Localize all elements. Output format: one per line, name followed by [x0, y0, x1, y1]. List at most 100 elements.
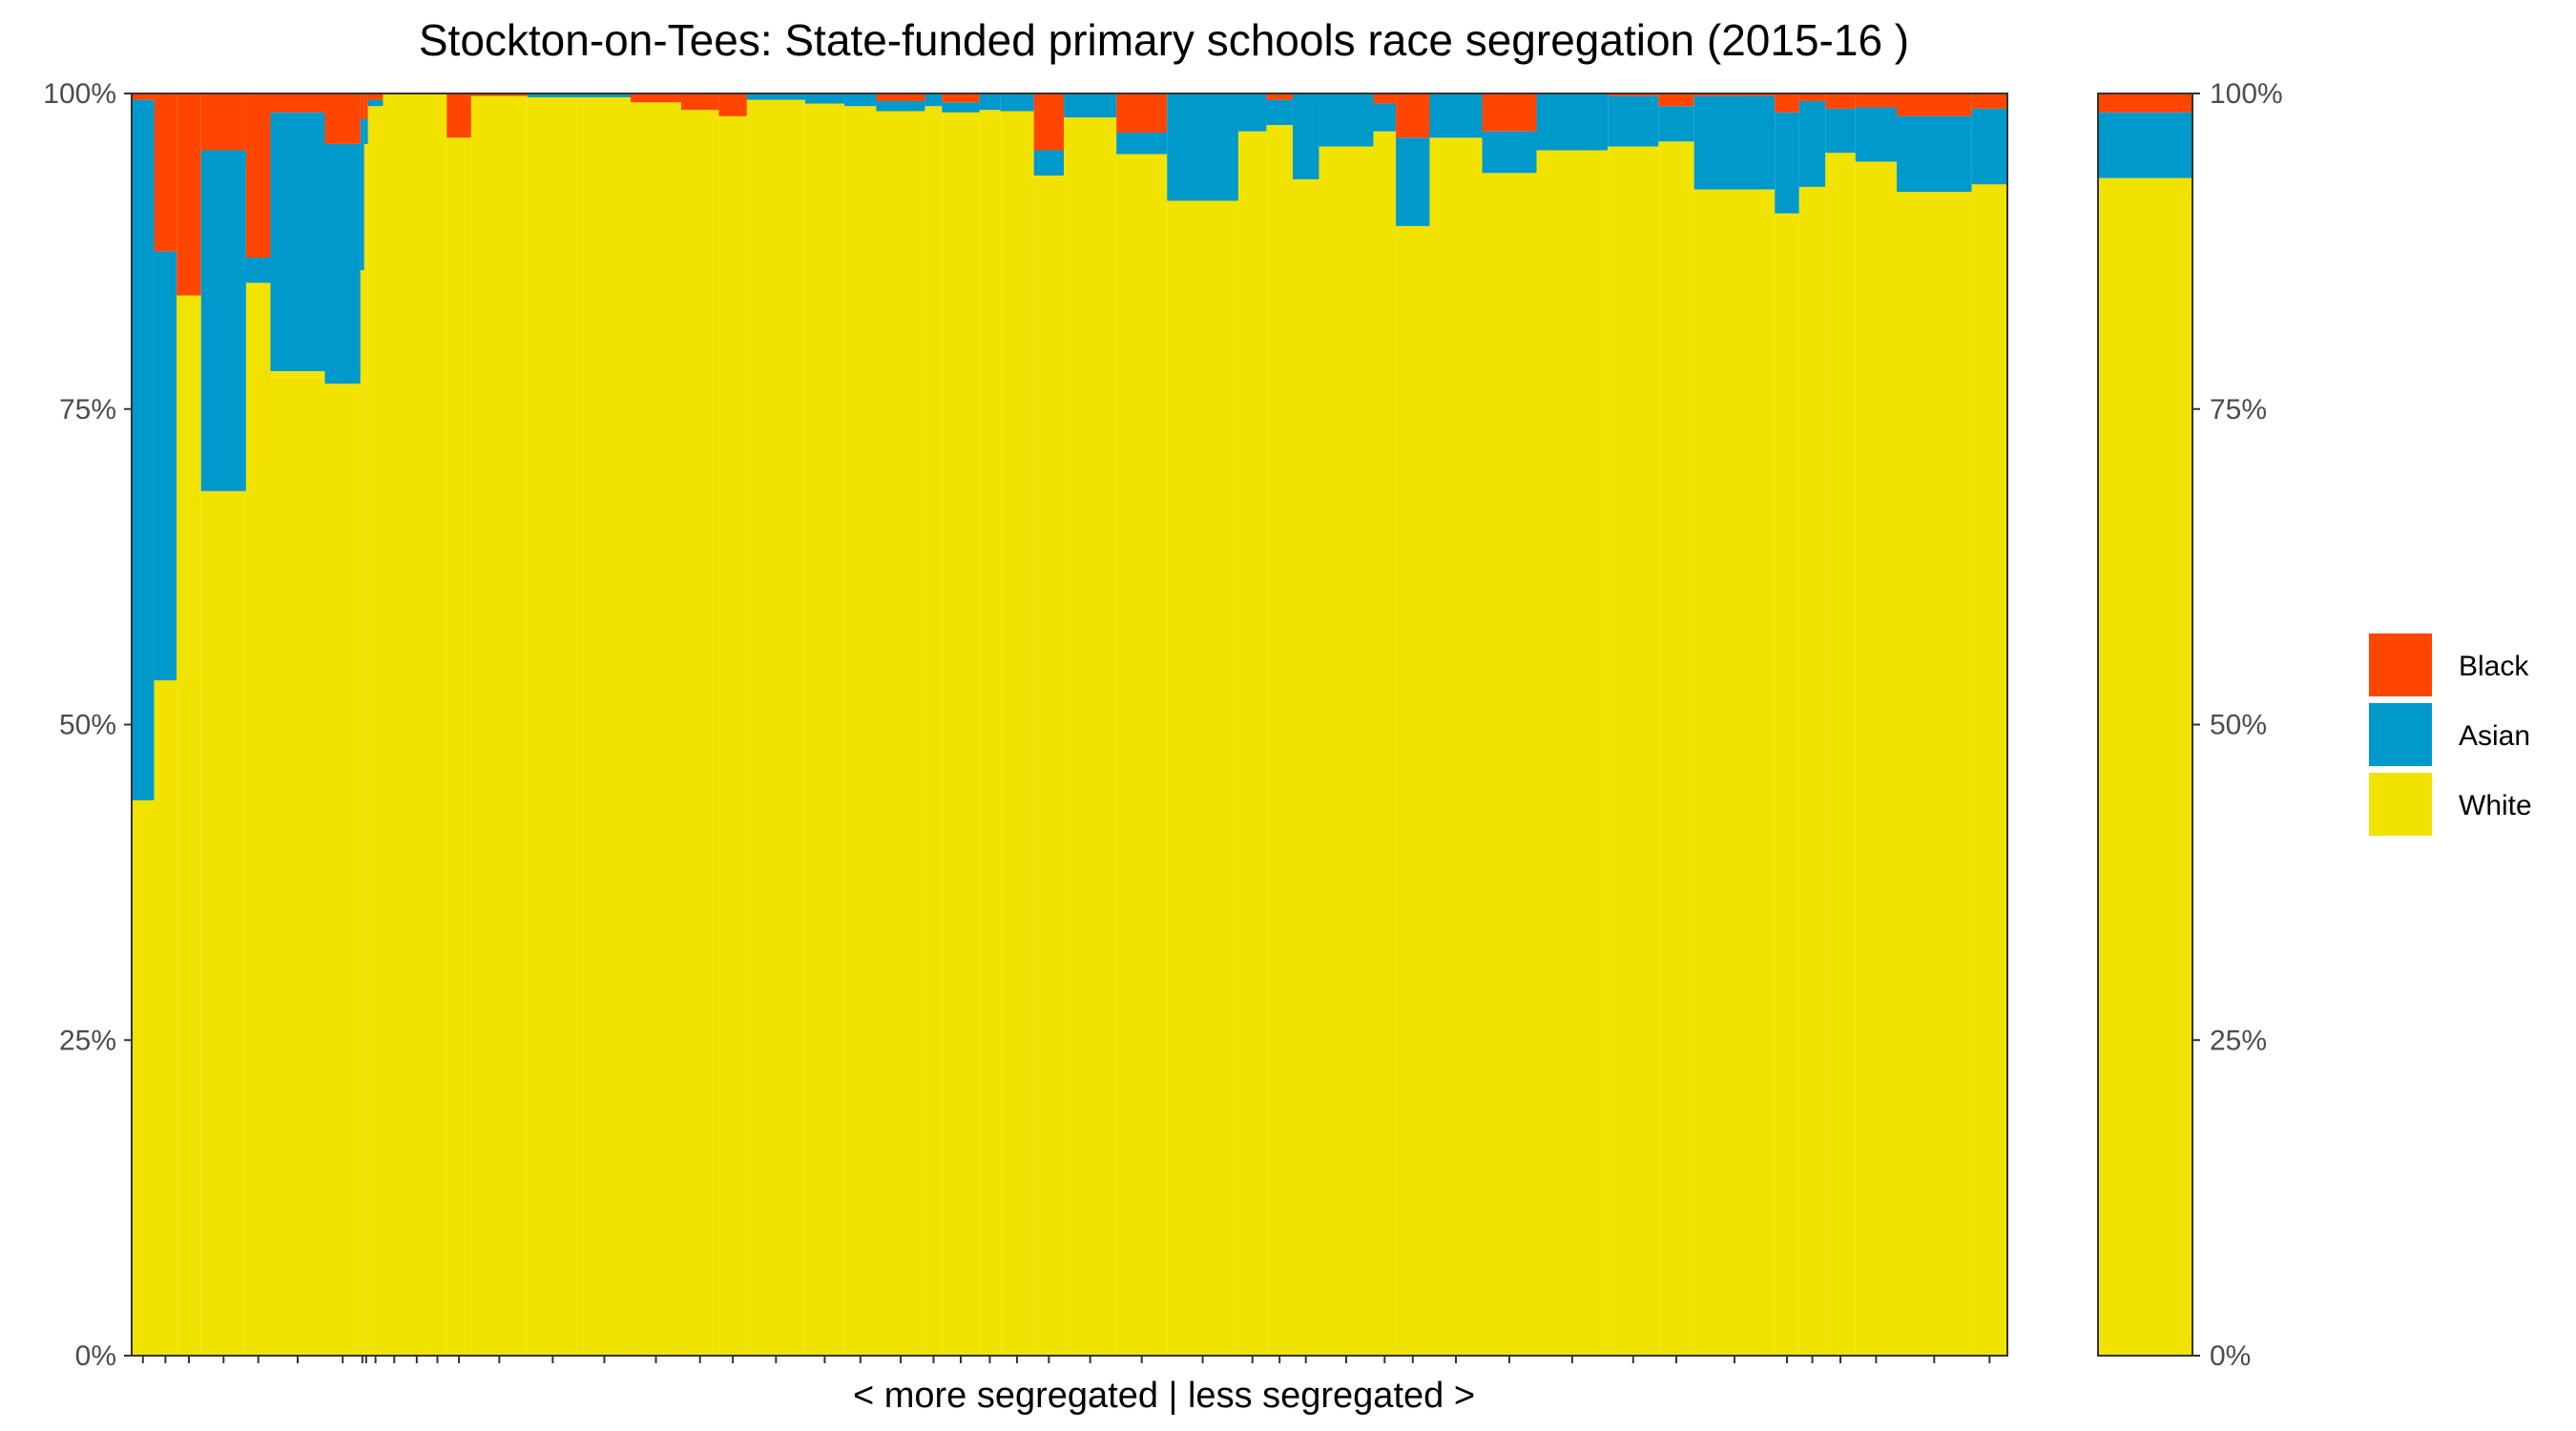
bar-segment-black-31 — [1116, 93, 1168, 134]
bar-segment-asian-37 — [1373, 103, 1397, 132]
bar-segment-white-14 — [447, 137, 471, 1356]
bar-segment-black-3 — [177, 93, 201, 296]
bar-segment-asian-36 — [1319, 93, 1374, 147]
bar-segment-white-15 — [470, 95, 528, 1356]
bar-segment-asian-39 — [1429, 93, 1483, 138]
bar-segment-asian-32 — [1167, 93, 1238, 201]
bar-segment-white-37 — [1373, 131, 1397, 1357]
bar-segment-white-18 — [630, 102, 682, 1356]
bar-segment-black-37 — [1373, 93, 1397, 104]
right-y-tick-label: 25% — [2210, 1025, 2267, 1056]
bar-segment-asian-10 — [367, 99, 384, 107]
bar-segment-white-9 — [364, 143, 368, 1356]
bar-segment-black-46 — [1798, 93, 1826, 101]
bar-segment-asian-47 — [1825, 108, 1856, 154]
bar-segment-white-39 — [1429, 137, 1483, 1356]
bar-segment-white-19 — [681, 110, 719, 1357]
bar-segment-asian-5 — [245, 257, 271, 283]
bar-segment-white-12 — [405, 93, 428, 1356]
bar-segment-white-16 — [527, 96, 578, 1357]
legend-swatch-black — [2369, 633, 2432, 696]
bar-segment-asian-45 — [1775, 112, 1799, 214]
x-axis-ticks — [141, 1356, 1991, 1363]
bar-segment-black-10 — [367, 93, 384, 100]
bar-segment-asian-28 — [1000, 93, 1034, 112]
bar-segment-black-50 — [1971, 93, 2007, 109]
bar-segment-white-50 — [1971, 184, 2007, 1356]
bar-segment-asian-29 — [1033, 150, 1065, 176]
chart-title: Stockton-on-Tees: State-funded primary s… — [419, 15, 1909, 65]
bar-segment-white-42 — [1608, 146, 1659, 1356]
bar-segment-asian-23 — [844, 93, 877, 107]
bar-segment-black-4 — [200, 93, 246, 151]
bar-segment-white-38 — [1396, 225, 1430, 1356]
bar-segment-asian-38 — [1396, 137, 1430, 226]
bar-segment-white-45 — [1775, 213, 1799, 1357]
bar-segment-asian-16 — [527, 93, 578, 97]
bar-segment-black-14 — [447, 93, 471, 138]
bar-segment-black-48 — [1855, 93, 1897, 108]
bar-segment-black-45 — [1775, 93, 1799, 113]
bar-segment-asian-34 — [1266, 99, 1293, 126]
bar-segment-asian-7 — [324, 143, 361, 384]
bar-segment-black-26 — [942, 93, 980, 103]
bar-segment-white-11 — [383, 93, 406, 1356]
bar-segment-black-7 — [324, 93, 361, 144]
bar-segment-asian-9 — [364, 118, 368, 144]
left-y-axis: 0% 25% 50% 75% 100% — [43, 78, 132, 1372]
school-bars — [132, 93, 2007, 1357]
x-axis-label: < more segregated | less segregated > — [853, 1376, 1475, 1416]
bar-segment-white-49 — [1897, 192, 1972, 1357]
bar-segment-white-10 — [367, 106, 384, 1357]
left-y-tick-label: 0% — [75, 1340, 116, 1372]
left-y-tick-label: 50% — [59, 710, 116, 741]
bar-segment-white-24 — [876, 111, 925, 1356]
bar-segment-white-46 — [1798, 186, 1826, 1356]
bar-segment-white-22 — [804, 103, 845, 1357]
right-y-tick-label: 100% — [2210, 78, 2283, 110]
bar-segment-white-4 — [200, 490, 246, 1356]
bar-segment-asian-41 — [1536, 93, 1609, 151]
overall-segment-white — [2098, 177, 2192, 1356]
bar-segment-white-28 — [1000, 111, 1034, 1356]
bar-segment-white-30 — [1064, 117, 1117, 1356]
bar-segment-asian-2 — [154, 251, 177, 681]
legend-label-white: White — [2459, 790, 2532, 821]
right-y-tick-label: 75% — [2210, 394, 2267, 425]
bar-segment-white-47 — [1825, 153, 1856, 1357]
bar-segment-white-23 — [844, 106, 877, 1357]
bar-segment-white-25 — [924, 106, 943, 1357]
bar-segment-white-43 — [1658, 141, 1694, 1356]
bar-segment-asian-25 — [924, 93, 943, 107]
bar-segment-other-6 — [270, 371, 325, 378]
bar-segment-asian-8 — [360, 118, 364, 271]
bar-segment-black-5 — [245, 93, 271, 258]
legend-label-black: Black — [2459, 651, 2529, 682]
bar-segment-black-6 — [270, 93, 325, 113]
bar-segment-white-32 — [1167, 200, 1238, 1357]
bar-segment-black-18 — [630, 93, 682, 103]
left-y-tick-label: 25% — [59, 1025, 116, 1056]
bar-segment-white-5 — [245, 282, 271, 1357]
left-y-tick-label: 75% — [59, 394, 116, 425]
bar-segment-white-34 — [1266, 125, 1293, 1357]
legend-label-asian: Asian — [2459, 720, 2530, 752]
bar-segment-white-41 — [1536, 150, 1609, 1356]
bar-segment-asian-50 — [1971, 108, 2007, 185]
bar-segment-asian-1 — [132, 99, 155, 800]
bar-segment-asian-40 — [1482, 131, 1537, 174]
bar-segment-black-24 — [876, 93, 925, 101]
bar-segment-black-38 — [1396, 93, 1430, 138]
bar-segment-asian-4 — [200, 150, 246, 491]
bar-segment-asian-33 — [1237, 93, 1267, 132]
bar-segment-black-40 — [1482, 93, 1537, 132]
bar-segment-asian-35 — [1292, 93, 1319, 179]
overall-segment-asian — [2098, 112, 2192, 178]
bar-segment-asian-26 — [942, 102, 980, 113]
bar-segment-white-21 — [746, 99, 805, 1357]
legend: Black Asian White — [2369, 633, 2532, 836]
overall-bar — [2098, 93, 2192, 1356]
bar-segment-black-19 — [681, 93, 719, 111]
bar-segment-black-49 — [1897, 93, 1972, 116]
bar-segment-asian-31 — [1116, 133, 1168, 155]
